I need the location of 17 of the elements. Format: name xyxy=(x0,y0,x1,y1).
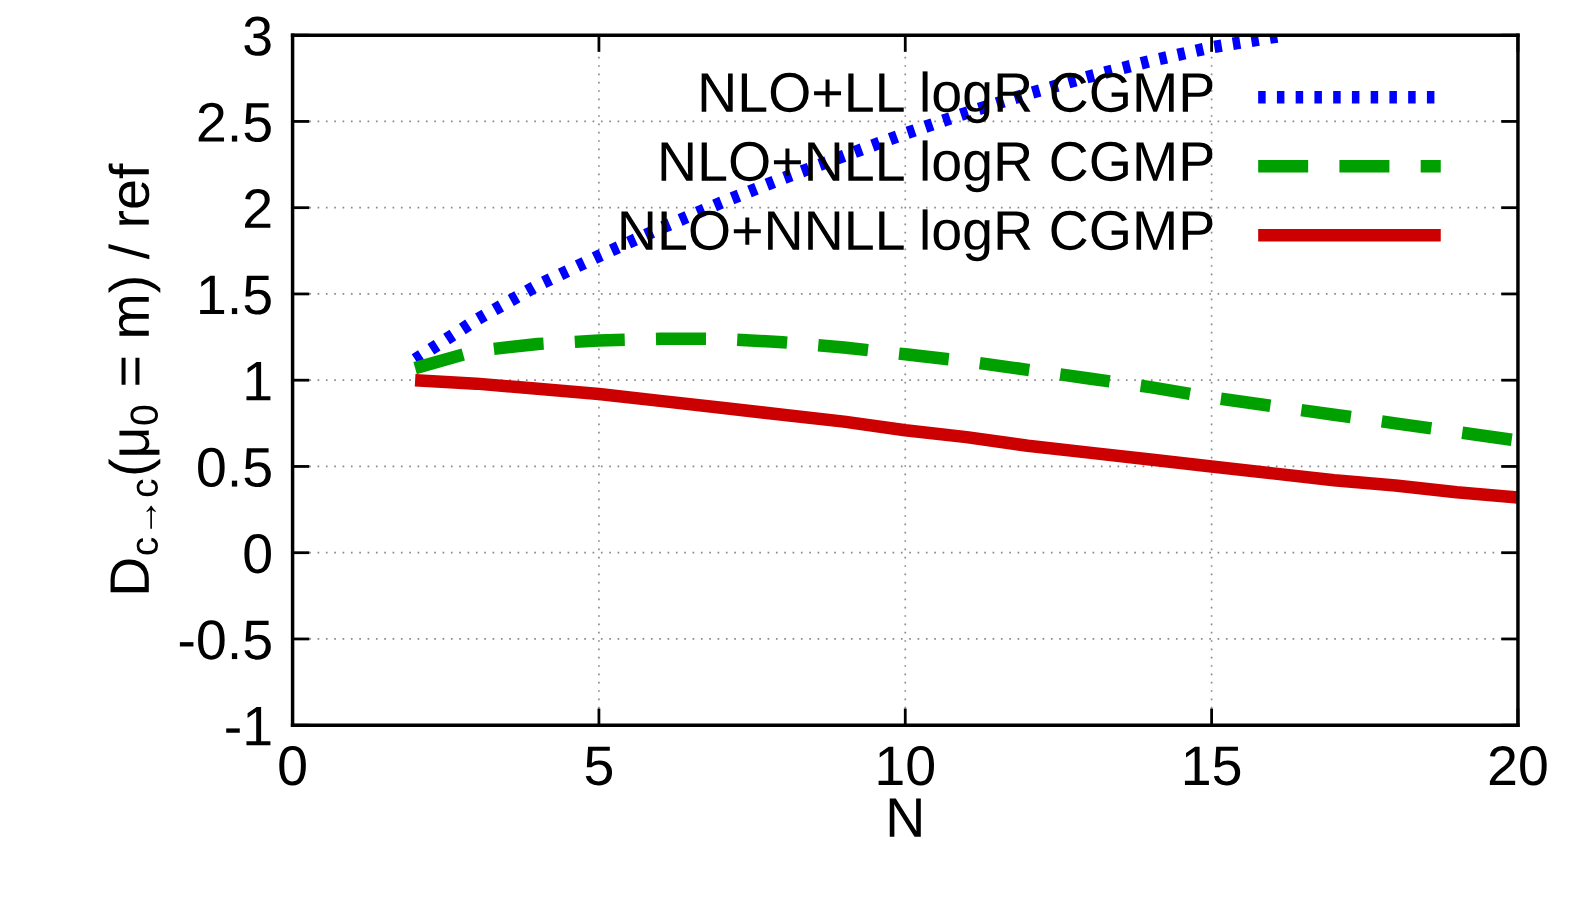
x-tick-label: 15 xyxy=(1184,746,1241,786)
legend-label: NLO+LL logR CGMP xyxy=(701,71,1213,124)
x-tick-label: 0 xyxy=(279,746,306,786)
y-tick-label: 1 xyxy=(246,362,271,401)
x-tick-label: 5 xyxy=(585,746,613,786)
y-tick-label: 3 xyxy=(244,16,271,56)
y-tick-label: -0.5 xyxy=(179,620,271,660)
y-tick-label: 2.5 xyxy=(198,102,271,143)
x-axis-title: N xyxy=(889,798,921,837)
x-tick-label: 20 xyxy=(1489,746,1547,786)
y-tick-label: -1 xyxy=(226,707,271,746)
y-tick-label: 0 xyxy=(244,534,271,574)
y-tick-label: 1.5 xyxy=(200,275,271,315)
y-tick-label: 0.5 xyxy=(198,447,271,488)
y-tick-label: 2 xyxy=(245,189,271,228)
x-tick-label: 10 xyxy=(878,746,934,786)
y-axis-title: D$_{c→c}$(μ$_{0}$ = m) / ref xyxy=(108,163,161,593)
